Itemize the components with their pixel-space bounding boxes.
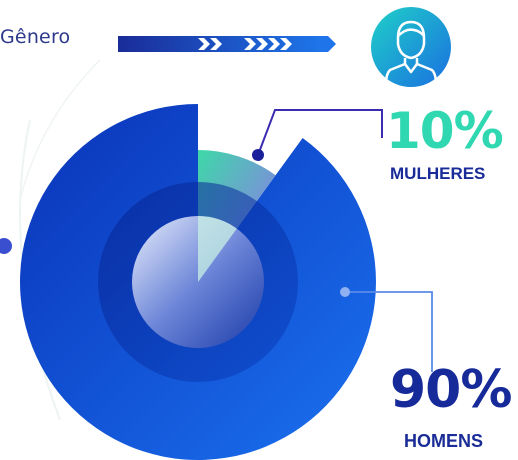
user-avatar-icon xyxy=(370,6,452,88)
category-label-homens: HOMENS xyxy=(404,431,484,451)
leader-line-homens xyxy=(345,291,433,372)
page-title: Gênero xyxy=(0,26,71,48)
core-highlight-wedge xyxy=(198,216,237,282)
leader-line-mulheres xyxy=(257,109,383,156)
data-label-mulheres: 10% xyxy=(386,102,504,160)
title-arrow-banner xyxy=(118,36,336,52)
data-label-homens: 90% xyxy=(390,360,512,420)
marker-homens xyxy=(340,287,350,297)
category-label-mulheres: MULHERES xyxy=(390,164,486,183)
marker-mulheres xyxy=(252,149,264,161)
decor-dot xyxy=(0,238,12,254)
